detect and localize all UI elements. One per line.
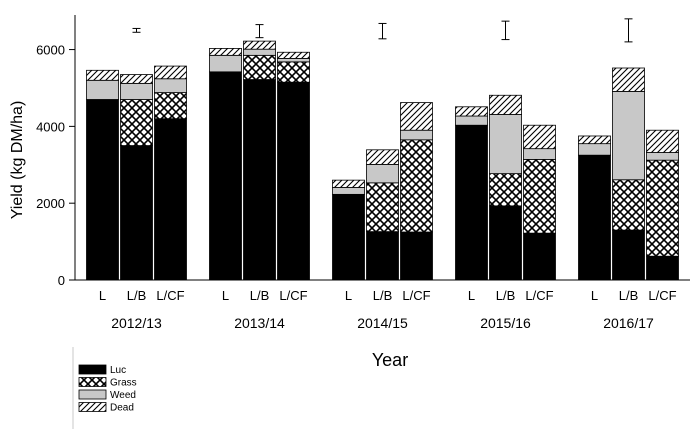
plot-area: L L/B L/CF 2012/13 L L/B L/CF 2013/14 L L/B L/CF 20… xyxy=(86,18,679,331)
bar-segment-luc xyxy=(243,79,276,281)
bar-group-2015-16: L L/B L/CF 2015/16 xyxy=(455,20,556,331)
bar-category-label: L/B xyxy=(373,288,393,303)
bar-group-2012-13: L L/B L/CF 2012/13 xyxy=(86,27,187,331)
axes: 0 2000 4000 6000 xyxy=(36,15,690,288)
legend-label-luc: Luc xyxy=(110,365,126,376)
bar-category-label: L/B xyxy=(619,288,639,303)
y-tick-label: 2000 xyxy=(36,196,65,211)
bar-segment-dead xyxy=(277,51,310,59)
bar-segment-luc xyxy=(646,255,679,281)
bar-segment-weed xyxy=(400,129,433,141)
bar-segment-dead xyxy=(523,124,556,150)
y-axis-title: Yield (kg DM/ha) xyxy=(9,101,26,220)
bar-segment-weed xyxy=(455,115,488,126)
bar-segment-weed xyxy=(489,114,522,175)
legend-swatch-dead xyxy=(78,402,107,412)
bar-segment-luc xyxy=(277,81,310,281)
year-label: 2012/13 xyxy=(111,315,162,331)
bar-segment-dead xyxy=(489,94,522,115)
bar-segment-weed xyxy=(209,54,242,73)
bar-segment-weed xyxy=(154,78,187,93)
bar-segment-weed xyxy=(332,187,365,195)
bar-segment-grass xyxy=(120,99,153,146)
bar-segment-dead xyxy=(578,135,611,145)
bar-group-2013-14: L L/B L/CF 2013/14 xyxy=(209,24,310,331)
bar-segment-luc xyxy=(120,145,153,281)
bar-segment-grass xyxy=(646,159,679,257)
legend-swatch-grass xyxy=(78,377,107,387)
bar-segment-grass xyxy=(523,159,556,234)
bar-category-label: L xyxy=(222,288,229,303)
bar-segment-grass xyxy=(612,179,645,231)
bar-segment-dead xyxy=(455,106,488,117)
bar-segment-dead xyxy=(154,65,187,80)
bar-segment-dead xyxy=(243,40,276,50)
bar-segment-weed xyxy=(578,143,611,156)
bar-segment-dead xyxy=(400,102,433,131)
bar-segment-grass xyxy=(154,92,187,120)
bar-segment-luc xyxy=(154,118,187,281)
bar-segment-dead xyxy=(332,179,365,188)
bar-segment-luc xyxy=(332,193,365,281)
year-label: 2016/17 xyxy=(603,315,654,331)
bar-segment-weed xyxy=(86,79,119,100)
bar-segment-luc xyxy=(400,231,433,281)
year-label: 2015/16 xyxy=(480,315,531,331)
bar-category-label: L/B xyxy=(127,288,147,303)
y-tick-label: 4000 xyxy=(36,119,65,134)
bar-segment-grass xyxy=(400,139,433,233)
bar-segment-dead xyxy=(120,74,153,84)
bar-segment-weed xyxy=(646,152,679,161)
bar-segment-luc xyxy=(612,229,645,281)
bar-category-label: L/CF xyxy=(648,288,676,303)
bar-segment-weed xyxy=(243,48,276,56)
bar-segment-dead xyxy=(209,48,242,56)
bar-category-label: L xyxy=(591,288,598,303)
bar-segment-weed xyxy=(277,57,310,63)
legend-label-grass: Grass xyxy=(110,378,137,389)
y-tick-label: 0 xyxy=(58,273,65,288)
bar-segment-luc xyxy=(523,232,556,281)
year-label: 2014/15 xyxy=(357,315,408,331)
bar-segment-grass xyxy=(489,173,522,207)
legend-label-dead: Dead xyxy=(110,403,134,414)
bar-segment-dead xyxy=(86,69,119,81)
bar-category-label: L/CF xyxy=(402,288,430,303)
bar-segment-luc xyxy=(209,71,242,281)
bar-segment-grass xyxy=(243,54,276,80)
bar-segment-weed xyxy=(612,91,645,181)
legend-swatch-weed xyxy=(78,389,107,400)
bar-segment-luc xyxy=(578,154,611,281)
bar-segment-luc xyxy=(366,231,399,281)
year-label: 2013/14 xyxy=(234,315,285,331)
bar-segment-luc xyxy=(86,99,119,281)
bar-segment-grass xyxy=(366,182,399,233)
bar-category-label: L/B xyxy=(250,288,270,303)
y-tick-label: 6000 xyxy=(36,43,65,58)
x-axis-title: Year xyxy=(372,350,408,370)
bar-segment-luc xyxy=(489,205,522,281)
bar-category-label: L/CF xyxy=(279,288,307,303)
legend-swatch-luc xyxy=(78,364,107,375)
bar-category-label: L xyxy=(468,288,475,303)
bar-category-label: L/B xyxy=(496,288,516,303)
bar-segment-grass xyxy=(277,61,310,83)
bar-segment-luc xyxy=(455,124,488,281)
bar-category-label: L xyxy=(99,288,106,303)
bar-category-label: L/CF xyxy=(156,288,184,303)
bar-group-2016-17: L L/B L/CF 2016/17 xyxy=(578,18,679,331)
bar-segment-dead xyxy=(612,67,645,92)
bar-segment-dead xyxy=(646,129,679,153)
bar-segment-weed xyxy=(120,82,153,100)
bar-category-label: L/CF xyxy=(525,288,553,303)
bar-group-2014-15: L L/B L/CF 2014/15 xyxy=(332,22,433,331)
bar-segment-weed xyxy=(366,163,399,184)
bar-segment-dead xyxy=(366,149,399,165)
bar-segment-weed xyxy=(523,148,556,160)
legend-label-weed: Weed xyxy=(110,390,136,401)
bar-category-label: L xyxy=(345,288,352,303)
